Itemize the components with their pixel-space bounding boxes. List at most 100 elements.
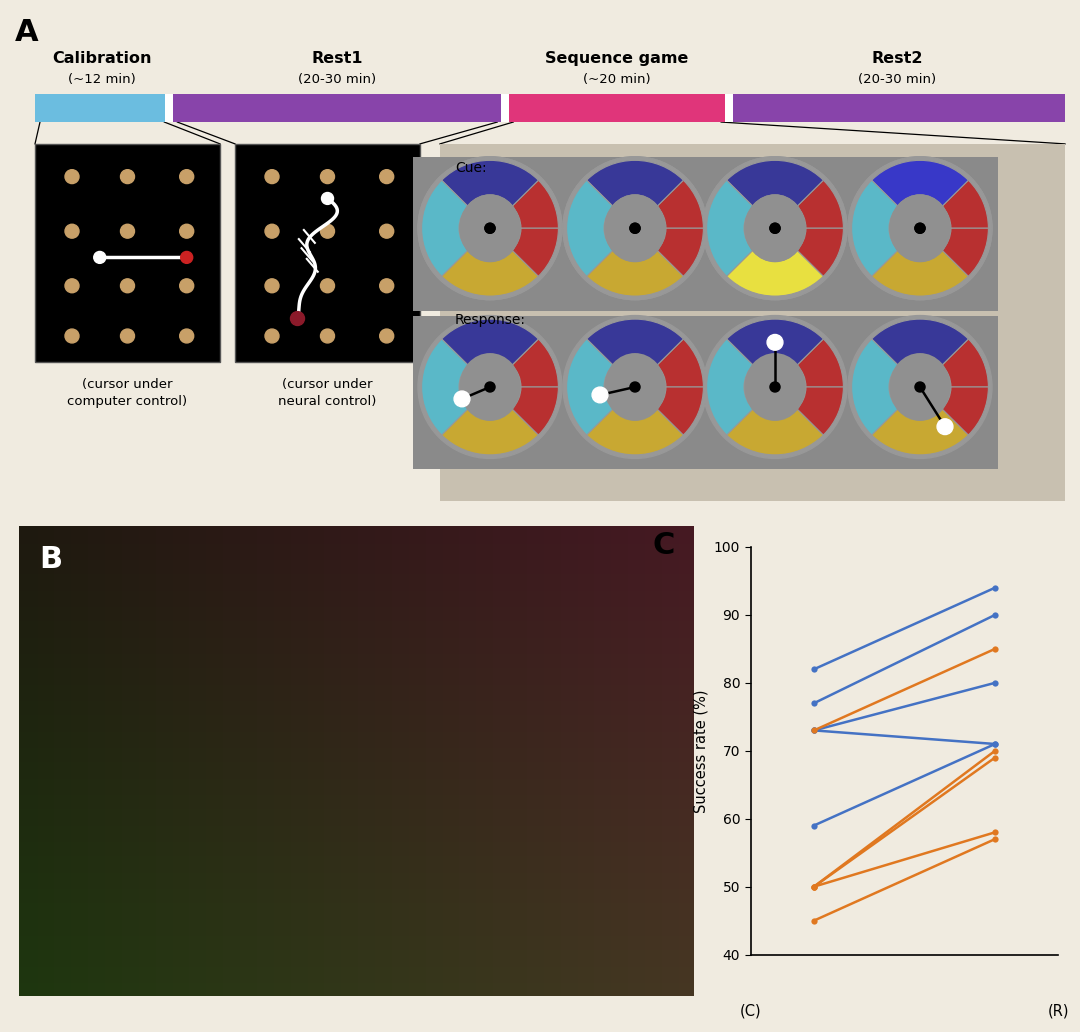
Wedge shape [872,250,969,296]
Wedge shape [421,181,468,277]
Text: A: A [15,18,39,46]
Wedge shape [727,160,823,206]
Wedge shape [872,319,969,365]
Ellipse shape [744,194,806,262]
Wedge shape [512,228,558,277]
Wedge shape [657,338,703,387]
Ellipse shape [744,194,806,262]
Circle shape [703,316,847,458]
Circle shape [454,391,470,407]
Circle shape [321,224,335,238]
Circle shape [65,329,79,343]
Circle shape [485,382,495,392]
Wedge shape [442,160,538,206]
Circle shape [179,279,193,293]
Circle shape [121,329,135,343]
Circle shape [563,157,707,299]
Wedge shape [727,250,823,296]
Text: Calibration: Calibration [53,52,152,66]
Wedge shape [442,409,538,455]
Circle shape [65,279,79,293]
Circle shape [65,169,79,184]
Circle shape [418,157,562,299]
Circle shape [380,279,394,293]
Circle shape [180,252,192,263]
Circle shape [418,316,562,458]
Circle shape [770,223,780,233]
Circle shape [265,224,279,238]
Wedge shape [797,228,843,277]
Circle shape [703,157,847,299]
Circle shape [179,169,193,184]
Bar [843,316,998,470]
Wedge shape [942,228,988,277]
Wedge shape [872,160,969,206]
Wedge shape [852,181,899,277]
Circle shape [703,157,847,299]
Circle shape [770,223,780,233]
Bar [558,157,713,311]
Wedge shape [512,228,558,277]
Circle shape [179,329,193,343]
Circle shape [485,223,495,233]
Bar [698,316,853,470]
Wedge shape [442,319,538,365]
Wedge shape [512,181,558,228]
Circle shape [915,223,926,233]
Text: (cursor under
neural control): (cursor under neural control) [279,378,377,408]
Circle shape [179,224,193,238]
Text: Cue:: Cue: [455,161,487,174]
Circle shape [380,224,394,238]
Circle shape [630,223,640,233]
Wedge shape [797,228,843,277]
Wedge shape [567,181,613,277]
Wedge shape [657,181,703,228]
Wedge shape [567,181,613,277]
Wedge shape [512,338,558,387]
Circle shape [630,382,640,392]
Wedge shape [852,338,899,436]
Circle shape [592,387,608,402]
Circle shape [767,334,783,350]
Circle shape [770,382,780,392]
Text: Sequence game: Sequence game [545,52,689,66]
Bar [698,157,853,311]
Text: B: B [40,545,63,574]
Wedge shape [586,250,684,296]
Text: (20-30 min): (20-30 min) [298,73,376,87]
Bar [35,94,165,122]
Wedge shape [942,338,988,387]
Text: (~20 min): (~20 min) [583,73,651,87]
Bar [558,316,713,470]
Circle shape [322,193,334,204]
Wedge shape [586,160,684,206]
Wedge shape [872,409,969,455]
Wedge shape [942,228,988,277]
Bar [440,143,1065,502]
Bar [235,143,420,362]
Ellipse shape [459,194,521,262]
Circle shape [563,157,707,299]
Circle shape [630,223,640,233]
Wedge shape [727,160,823,206]
Ellipse shape [890,194,950,262]
Wedge shape [442,160,538,206]
Wedge shape [797,181,843,228]
Text: (cursor under
computer control): (cursor under computer control) [67,378,188,408]
Circle shape [121,224,135,238]
Ellipse shape [605,194,665,262]
Wedge shape [797,338,843,387]
Wedge shape [657,387,703,436]
Wedge shape [872,160,969,206]
Bar [501,94,509,122]
Wedge shape [706,181,753,277]
Wedge shape [706,338,753,436]
Wedge shape [512,181,558,228]
Wedge shape [727,250,823,296]
Circle shape [848,316,993,458]
Circle shape [380,169,394,184]
Circle shape [321,279,335,293]
Wedge shape [421,181,468,277]
Circle shape [380,329,394,343]
Y-axis label: Success rate (%): Success rate (%) [693,689,708,812]
